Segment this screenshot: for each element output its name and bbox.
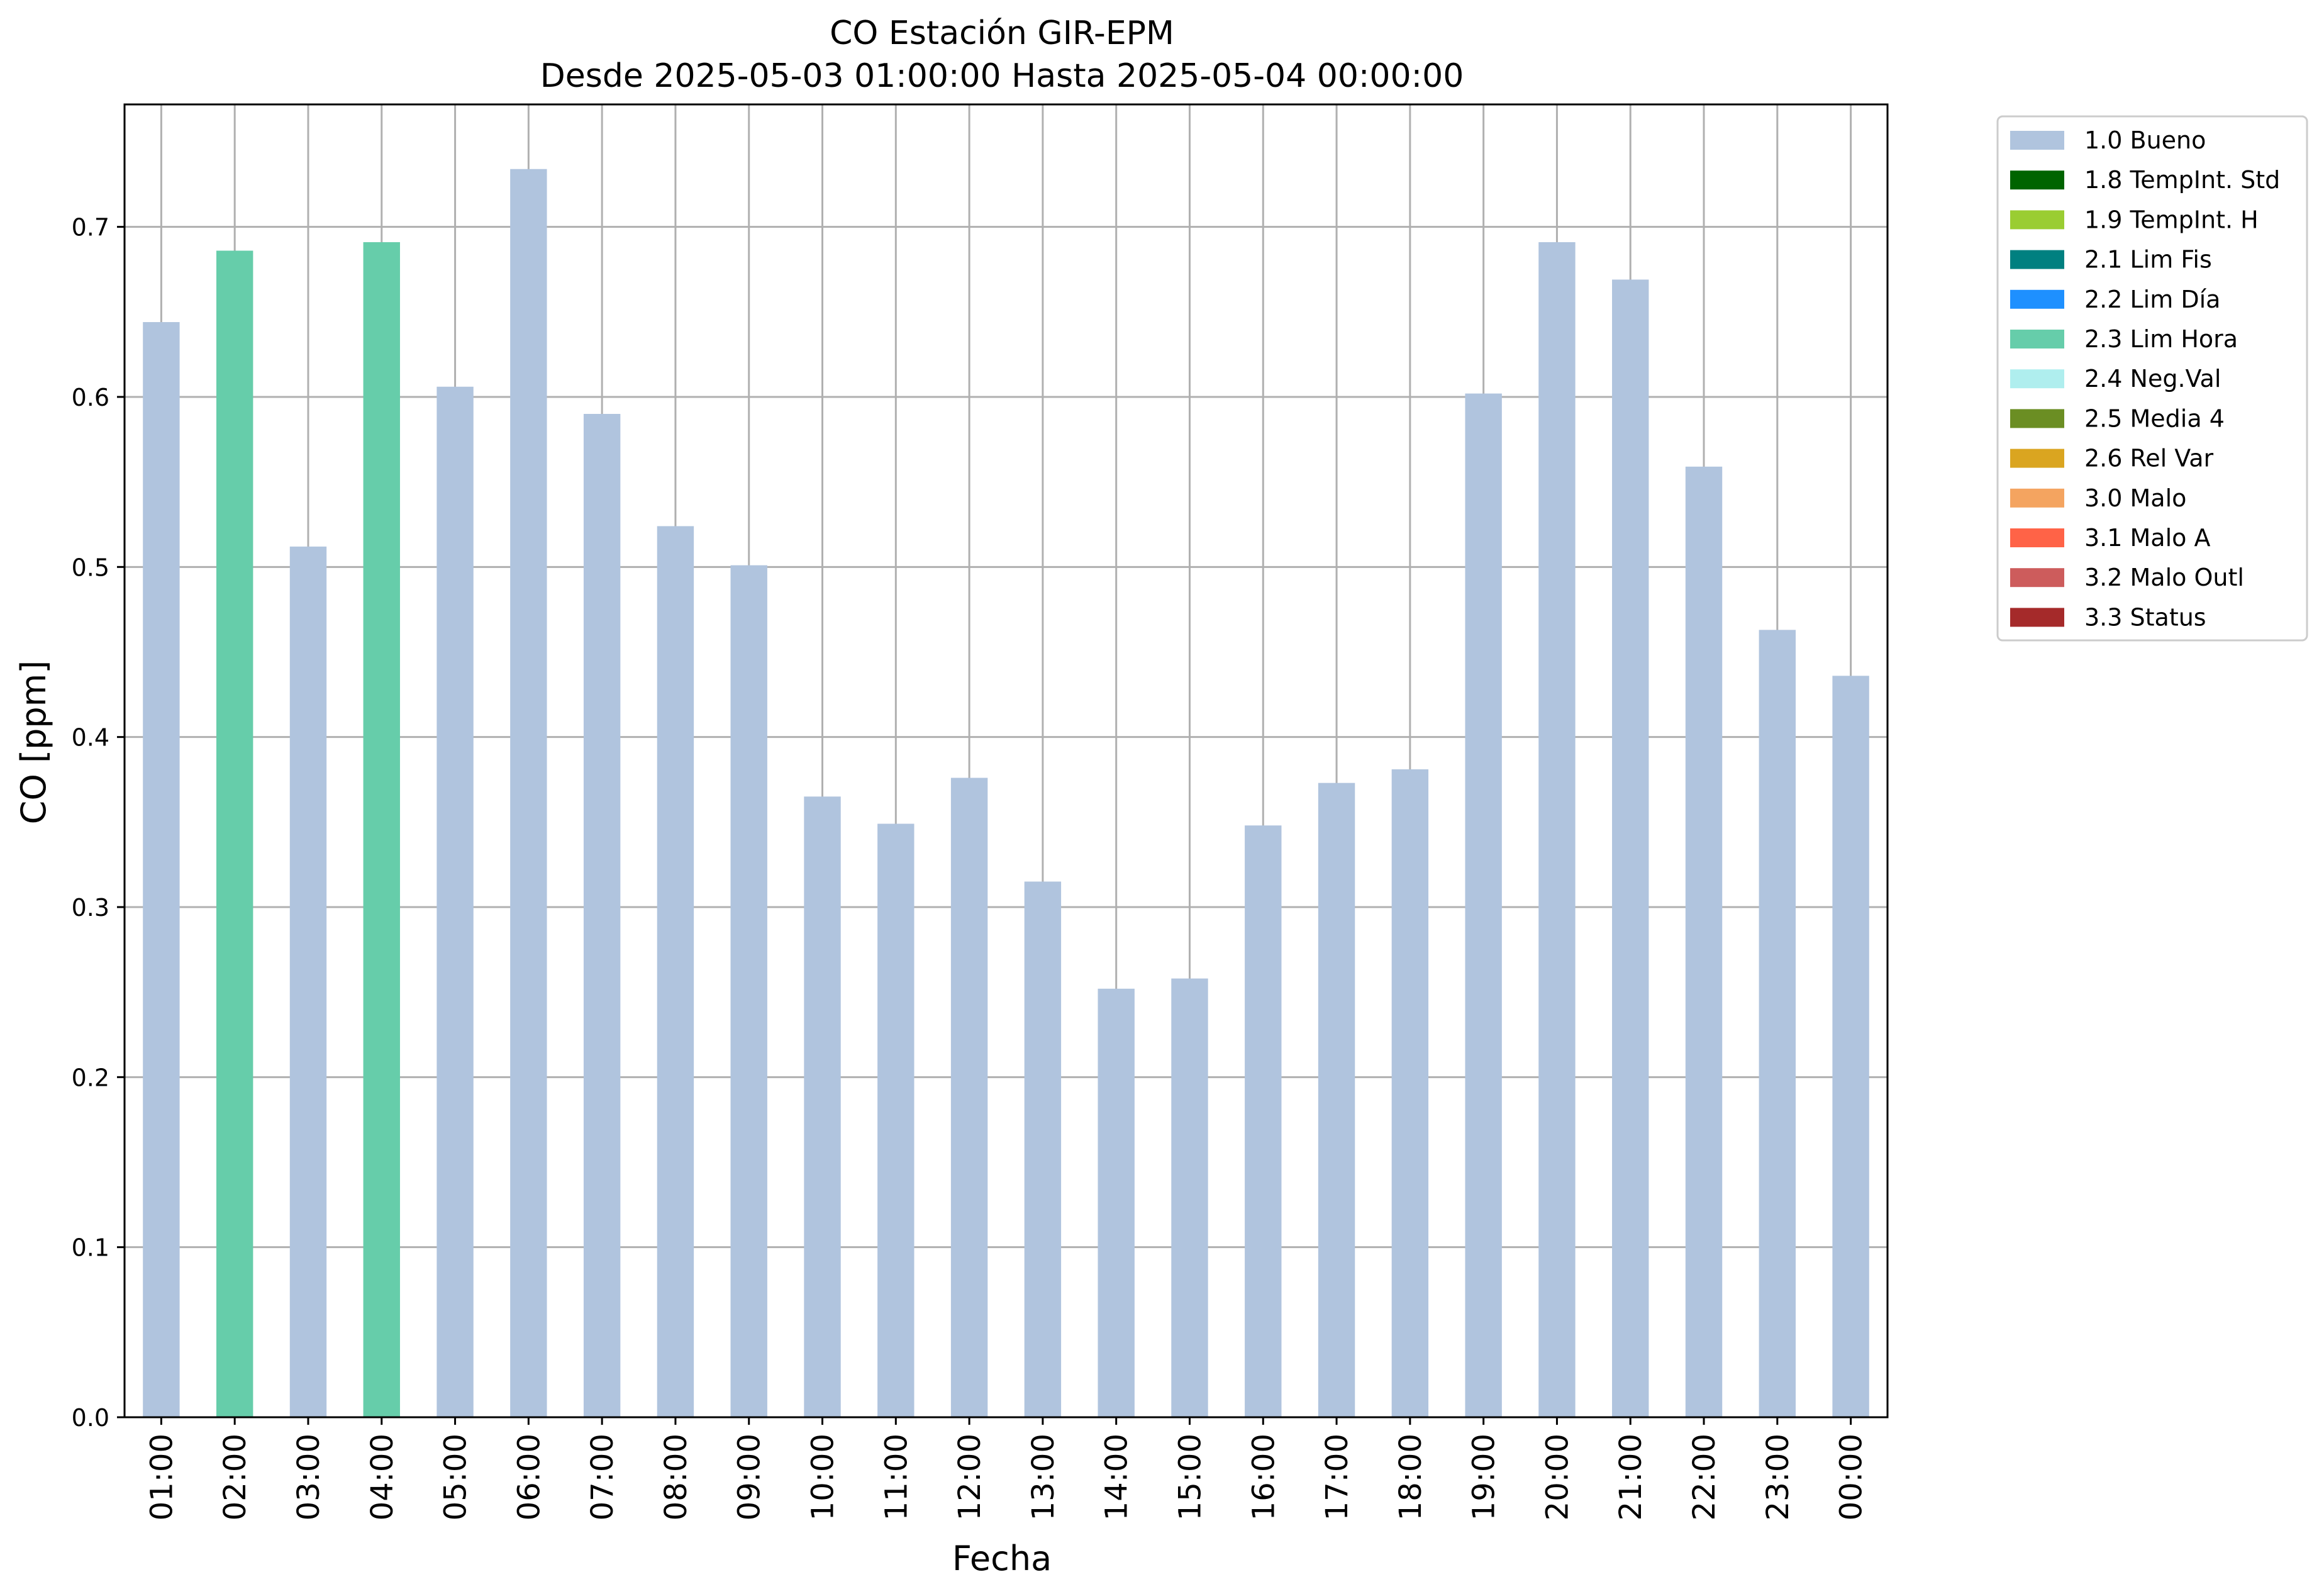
x-tick-label: 15:00 bbox=[1172, 1434, 1208, 1520]
x-tick-label: 03:00 bbox=[291, 1434, 326, 1520]
x-tick-label: 00:00 bbox=[1834, 1434, 1869, 1520]
legend-swatch bbox=[2010, 568, 2064, 588]
bar-0400 bbox=[363, 242, 400, 1418]
legend-swatch bbox=[2010, 449, 2064, 468]
x-tick-label: 10:00 bbox=[806, 1434, 841, 1520]
bar-0700 bbox=[583, 414, 621, 1417]
x-tick-label: 05:00 bbox=[438, 1434, 474, 1520]
x-tick-label: 20:00 bbox=[1540, 1434, 1575, 1520]
plot-area-frame bbox=[123, 103, 1889, 1418]
x-tick-label: 06:00 bbox=[511, 1434, 547, 1520]
x-tick-label: 14:00 bbox=[1099, 1434, 1135, 1520]
x-axis-label: Fecha bbox=[952, 1539, 1052, 1578]
bar-0900 bbox=[730, 565, 767, 1417]
legend-label: 2.6 Rel Var bbox=[2084, 445, 2214, 472]
legend-swatch bbox=[2010, 330, 2064, 348]
legend-label: 3.0 Malo bbox=[2084, 484, 2186, 512]
legend-swatch bbox=[2010, 210, 2064, 230]
x-tick-label: 08:00 bbox=[659, 1434, 694, 1520]
bar-1500 bbox=[1171, 978, 1208, 1417]
legend-label: 1.9 TempInt. H bbox=[2084, 206, 2259, 233]
x-tick-label: 19:00 bbox=[1467, 1434, 1502, 1520]
x-tick-label: 17:00 bbox=[1320, 1434, 1355, 1520]
bar-2100 bbox=[1612, 279, 1649, 1417]
legend-label: 3.2 Malo Outl bbox=[2084, 564, 2244, 591]
x-tick-label: 12:00 bbox=[952, 1434, 987, 1520]
x-tick-label: 04:00 bbox=[365, 1434, 400, 1520]
y-tick-label: 0.2 bbox=[72, 1064, 109, 1091]
x-tick-label: 02:00 bbox=[218, 1434, 253, 1520]
bar-2300 bbox=[1759, 630, 1796, 1417]
legend-label: 2.2 Lim Día bbox=[2084, 286, 2220, 313]
y-tick-label: 0.0 bbox=[72, 1404, 109, 1432]
y-axis-label: CO [ppm] bbox=[14, 660, 53, 825]
bar-0300 bbox=[289, 546, 327, 1417]
bar-1200 bbox=[950, 777, 988, 1417]
bar-0500 bbox=[436, 386, 474, 1418]
legend-swatch bbox=[2010, 131, 2064, 150]
y-tick-label: 0.7 bbox=[72, 214, 109, 242]
legend-swatch bbox=[2010, 250, 2064, 269]
x-tick-label: 07:00 bbox=[585, 1434, 620, 1520]
x-tick-label: 01:00 bbox=[144, 1434, 179, 1520]
bar-1700 bbox=[1318, 783, 1355, 1417]
x-tick-label: 11:00 bbox=[879, 1434, 914, 1520]
legend-label: 2.5 Media 4 bbox=[2084, 404, 2225, 432]
bar-2000 bbox=[1538, 242, 1576, 1418]
y-tick-label: 0.3 bbox=[72, 894, 109, 922]
legend-swatch bbox=[2010, 488, 2064, 508]
x-tick-label: 16:00 bbox=[1246, 1434, 1281, 1520]
legend-swatch bbox=[2010, 608, 2064, 627]
legend-label: 3.1 Malo A bbox=[2084, 524, 2210, 552]
bar-1800 bbox=[1391, 769, 1429, 1417]
bar-1600 bbox=[1245, 825, 1282, 1417]
legend-swatch bbox=[2010, 409, 2064, 428]
bar-1400 bbox=[1098, 988, 1135, 1417]
chart-title: CO Estación GIR-EPM bbox=[830, 14, 1174, 52]
legend-label: 2.1 Lim Fis bbox=[2084, 246, 2212, 274]
y-tick-label: 0.6 bbox=[72, 384, 109, 411]
bar-0100 bbox=[143, 322, 180, 1418]
x-tick-label: 18:00 bbox=[1393, 1434, 1428, 1520]
y-tick-label: 0.4 bbox=[72, 724, 109, 752]
y-tick-label: 0.5 bbox=[72, 554, 109, 581]
legend-label: 2.3 Lim Hora bbox=[2084, 325, 2238, 353]
legend: 1.0 Bueno 1.8 TempInt. Std 1.9 TempInt. H 2… bbox=[1996, 115, 2308, 642]
x-tick-label: 22:00 bbox=[1687, 1434, 1722, 1520]
legend-swatch bbox=[2010, 369, 2064, 389]
bar-0200 bbox=[216, 250, 253, 1417]
x-tick-label: 23:00 bbox=[1760, 1434, 1796, 1520]
legend-swatch bbox=[2010, 289, 2064, 309]
bar-1300 bbox=[1024, 881, 1062, 1417]
legend-label: 1.0 Bueno bbox=[2084, 126, 2206, 154]
y-tick-label: 0.1 bbox=[72, 1234, 109, 1262]
legend-frame bbox=[1996, 115, 2308, 642]
bar-2200 bbox=[1685, 466, 1723, 1417]
axis-ticks: 0.0 0.1 0.2 0.3 0.4 0.5 0.6 0.7 01:00 02:00 03:00 0… bbox=[72, 214, 1869, 1521]
x-tick-label: 21:00 bbox=[1613, 1434, 1648, 1520]
bar-1900 bbox=[1465, 393, 1502, 1417]
bar-1000 bbox=[804, 796, 841, 1417]
bar-1100 bbox=[877, 823, 915, 1417]
legend-label: 3.3 Status bbox=[2084, 603, 2206, 631]
bar-0000 bbox=[1832, 676, 1869, 1417]
bar-0800 bbox=[657, 526, 694, 1417]
chart-subtitle: Desde 2025-05-03 01:00:00 Hasta 2025-05-… bbox=[540, 57, 1464, 95]
legend-swatch bbox=[2010, 170, 2064, 190]
legend-swatch bbox=[2010, 528, 2064, 547]
bars bbox=[143, 169, 1869, 1418]
bar-0600 bbox=[510, 169, 547, 1417]
x-tick-label: 09:00 bbox=[732, 1434, 767, 1520]
x-tick-label: 13:00 bbox=[1026, 1434, 1061, 1520]
legend-label: 2.4 Neg.Val bbox=[2084, 365, 2221, 393]
legend-label: 1.8 TempInt. Std bbox=[2084, 166, 2280, 194]
